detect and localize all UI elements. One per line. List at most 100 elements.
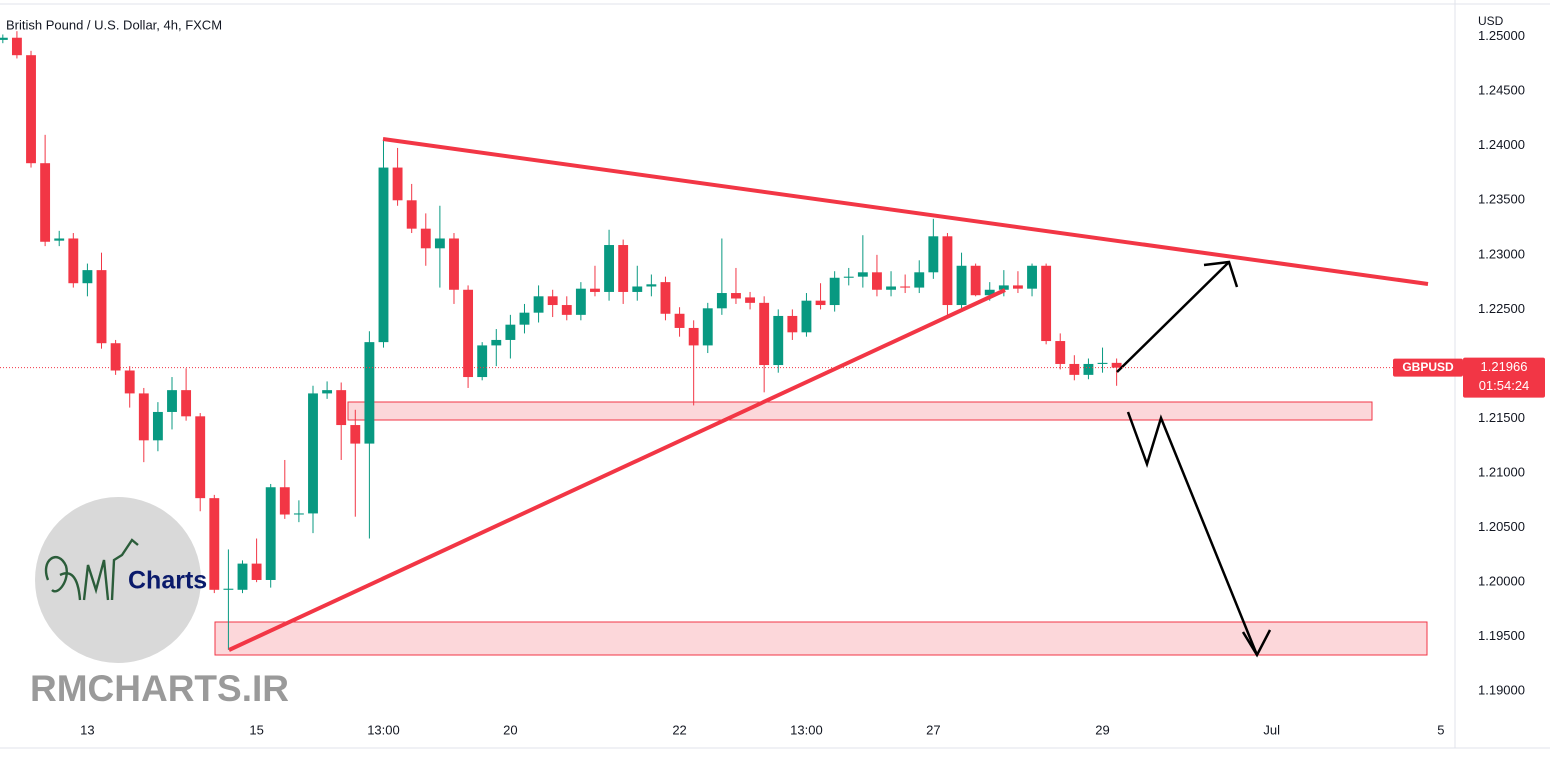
candle <box>392 147 403 206</box>
candle-body <box>505 324 516 340</box>
candle <box>773 309 784 373</box>
candle-body <box>886 286 896 290</box>
resistance-zone <box>347 401 1373 421</box>
candle <box>956 252 967 310</box>
candle-body <box>322 390 333 394</box>
candle-body <box>491 339 502 346</box>
candle <box>293 500 304 523</box>
candle-body <box>801 300 812 333</box>
candle-body <box>688 327 699 346</box>
candle <box>575 282 586 321</box>
candle-body <box>857 272 868 277</box>
y-axis-unit: USD <box>1478 14 1504 28</box>
candle-body <box>773 315 784 366</box>
candle <box>364 331 375 539</box>
y-tick-label: 1.22500 <box>1478 301 1525 316</box>
y-tick-label: 1.19500 <box>1478 628 1525 643</box>
y-tick-label: 1.24000 <box>1478 137 1525 152</box>
arrow-down <box>1126 411 1259 656</box>
candle-body <box>970 265 981 296</box>
candle-body <box>547 296 558 306</box>
candle <box>152 402 163 452</box>
candle-body <box>223 588 234 590</box>
candle-body <box>702 308 713 346</box>
candle-body <box>336 390 347 426</box>
candle <box>237 560 248 594</box>
candle-body <box>1097 362 1108 364</box>
candle <box>40 134 51 247</box>
x-tick-label: 13 <box>80 722 94 737</box>
countdown-label: 01:54:24 <box>1479 378 1530 393</box>
candle <box>68 233 79 288</box>
x-tick-label: 5 <box>1437 722 1444 737</box>
logo: Charts <box>35 497 207 663</box>
candle-body <box>209 498 220 590</box>
candle <box>0 34 8 44</box>
candle <box>1111 358 1122 386</box>
candle <box>1027 263 1037 297</box>
candle <box>265 483 276 588</box>
candle <box>1083 358 1094 380</box>
x-tick-label: 15 <box>249 722 263 737</box>
arrow-up <box>1116 261 1230 373</box>
candle-body <box>1111 362 1122 368</box>
y-tick-label: 1.23000 <box>1478 246 1525 261</box>
arrow-down-head <box>1241 629 1272 658</box>
candles <box>0 31 1122 650</box>
candle <box>688 320 699 406</box>
candle <box>970 263 981 297</box>
candle-body <box>519 312 530 325</box>
candle-body <box>1013 285 1023 289</box>
candle-body <box>928 236 939 273</box>
y-tick-label: 1.21000 <box>1478 464 1525 479</box>
candle-body <box>561 305 572 315</box>
candle-body <box>237 563 248 590</box>
candle <box>547 289 558 318</box>
x-tick-label: 20 <box>503 722 517 737</box>
candle <box>11 31 22 59</box>
candle-body <box>646 284 657 287</box>
candle <box>886 271 896 297</box>
candle-body <box>181 390 192 417</box>
candle-body <box>308 393 318 514</box>
candle <box>787 309 798 340</box>
support-zone <box>214 621 1428 656</box>
candle <box>731 267 741 304</box>
x-tick-label: Jul <box>1263 722 1280 737</box>
candle <box>434 205 445 288</box>
axis-layer: 1.19000 1.19500 1.20000 1.20500 1.21000 1.215… <box>0 28 1545 737</box>
candle-body <box>618 245 629 292</box>
candle-body <box>1055 341 1066 364</box>
candle <box>110 339 121 375</box>
candle-body <box>660 282 671 314</box>
candle <box>491 329 502 367</box>
candle <box>801 293 812 337</box>
candle-body <box>392 167 403 201</box>
candle-body <box>110 343 121 371</box>
candle-body <box>872 272 882 290</box>
x-tick-label: 27 <box>926 722 940 737</box>
candle-body <box>956 265 967 306</box>
candle-body <box>716 293 727 309</box>
candle <box>420 213 431 266</box>
y-tick-label: 1.19000 <box>1478 683 1525 698</box>
last-price-tag <box>1463 357 1545 398</box>
candle-body <box>914 272 925 288</box>
candle <box>1041 263 1052 345</box>
chart-title: British Pound / U.S. Dollar, 4h, FXCM <box>6 17 222 32</box>
watermark: RMCHARTS.IR <box>30 668 289 709</box>
trend-line-upper <box>382 137 1429 286</box>
candle <box>716 238 727 315</box>
candle <box>872 254 882 297</box>
candle <box>702 302 713 354</box>
candle <box>463 285 474 388</box>
candle-body <box>293 513 304 515</box>
candle <box>745 291 755 310</box>
candle <box>815 283 826 310</box>
candle-body <box>26 55 36 164</box>
candle <box>674 307 685 337</box>
candle-body <box>449 238 459 290</box>
trend-line-lower <box>228 288 1006 652</box>
x-tick-label: 22 <box>672 722 686 737</box>
